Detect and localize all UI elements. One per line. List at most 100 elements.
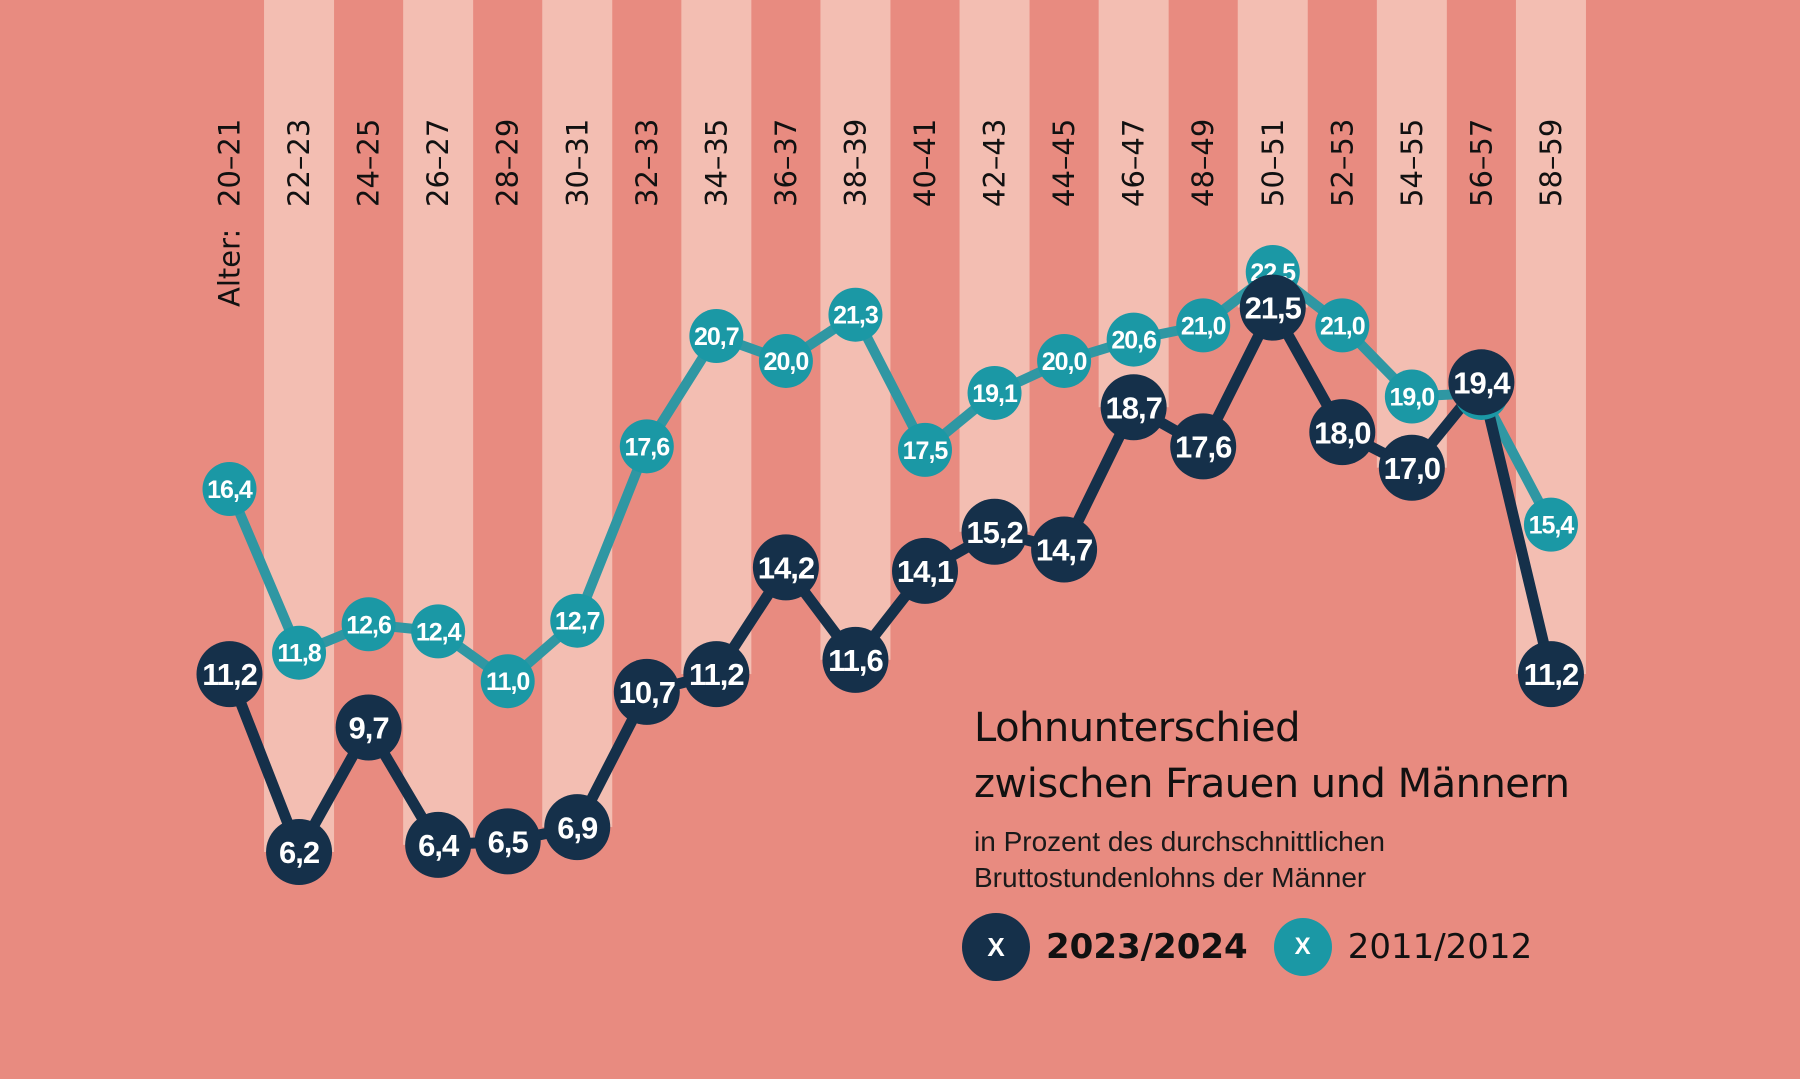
data-point-marker xyxy=(474,808,541,875)
data-point-2023-2024: 9,7 xyxy=(335,694,402,761)
data-label: 21,5 xyxy=(1245,291,1302,326)
data-label: 6,5 xyxy=(488,824,529,859)
data-label: 11,2 xyxy=(689,657,744,692)
data-label: 12,7 xyxy=(555,608,600,636)
data-label: 20,6 xyxy=(1111,327,1156,355)
legend: X 2023/2024 X 2011/2012 xyxy=(962,913,1558,981)
data-point-marker xyxy=(341,597,396,652)
category-label: 54–55 xyxy=(1395,119,1429,207)
category-label: 46–47 xyxy=(1117,119,1151,207)
data-point-2011-2012: 16,4 xyxy=(202,462,257,517)
data-label: 19,1 xyxy=(972,380,1018,408)
data-point-marker xyxy=(683,641,750,708)
chart-title-line-2: zwischen Frauen und Männern xyxy=(974,761,1570,807)
category-label: 56–57 xyxy=(1464,119,1498,207)
data-label: 19,0 xyxy=(1390,384,1435,412)
data-point-marker xyxy=(1378,434,1445,501)
data-point-marker xyxy=(752,534,819,601)
data-label: 20,0 xyxy=(764,348,809,376)
chart-subtitle-line-1: in Prozent des durchschnittlichen xyxy=(974,826,1385,857)
category-label: 20–21 xyxy=(213,119,247,207)
data-point-2011-2012: 20,7 xyxy=(689,309,744,364)
data-point-marker xyxy=(613,658,680,725)
category-label: 34–35 xyxy=(699,119,733,207)
data-point-marker xyxy=(1517,641,1584,708)
category-label: 28–29 xyxy=(491,119,525,207)
category-label: 32–33 xyxy=(630,119,664,207)
data-point-marker xyxy=(828,287,883,342)
data-point-marker xyxy=(822,626,889,693)
data-label: 11,0 xyxy=(486,668,529,696)
data-point-marker xyxy=(544,794,611,861)
data-label: 17,0 xyxy=(1384,451,1440,486)
category-label: 40–41 xyxy=(908,119,942,207)
category-label: 42–43 xyxy=(978,119,1012,207)
data-point-2011-2012: 11,8 xyxy=(272,625,327,680)
data-label: 15,2 xyxy=(966,515,1022,550)
category-label: 50–51 xyxy=(1256,119,1290,207)
chart-subtitle-line-2: Bruttostundenlohns der Männer xyxy=(974,862,1367,893)
data-label: 11,6 xyxy=(828,643,883,678)
data-point-marker xyxy=(1523,497,1578,552)
data-label: 17,5 xyxy=(903,437,949,465)
data-label: 20,0 xyxy=(1042,348,1087,376)
data-label: 14,7 xyxy=(1036,533,1092,568)
data-point-marker xyxy=(1239,274,1306,341)
data-point-marker xyxy=(202,462,257,517)
legend-marker-teal-icon: X xyxy=(1273,918,1332,976)
stripe xyxy=(264,0,335,852)
data-point-marker xyxy=(411,604,466,659)
data-point-marker xyxy=(1315,298,1370,353)
data-label: 12,4 xyxy=(416,618,462,646)
data-point-2011-2012: 17,5 xyxy=(898,422,952,477)
data-point-marker xyxy=(1170,413,1237,480)
data-point-2023-2024: 14,1 xyxy=(892,537,958,604)
stripe xyxy=(403,0,474,845)
category-label: 52–53 xyxy=(1325,119,1359,207)
stripe xyxy=(959,0,1030,532)
data-label: 9,7 xyxy=(349,711,389,746)
data-label: 17,6 xyxy=(1175,430,1232,465)
stripe xyxy=(542,0,613,828)
data-point-2023-2024: 6,2 xyxy=(266,819,333,885)
data-point-marker xyxy=(480,654,535,709)
category-label: 38–39 xyxy=(838,119,872,207)
data-point-marker xyxy=(619,419,674,474)
data-point-2011-2012: 19,1 xyxy=(967,365,1022,420)
data-label: 17,6 xyxy=(624,433,669,461)
data-point-2023-2024: 17,6 xyxy=(1170,413,1237,480)
series-points: 16,4 11,8 12,6 12,4 11,0 12,7 17,6 20,7 20,0 21,3… xyxy=(196,245,1584,885)
data-point-2011-2012: 21,0 xyxy=(1176,298,1231,353)
data-label: 12,6 xyxy=(346,611,391,639)
legend-item-2011-2012: X 2011/2012 xyxy=(1273,918,1533,976)
data-label: 11,2 xyxy=(1524,657,1579,692)
data-label: 19,4 xyxy=(1453,365,1511,400)
data-point-2023-2024: 10,7 xyxy=(613,658,680,725)
data-point-marker xyxy=(1100,374,1167,441)
data-point-2011-2012: 21,0 xyxy=(1315,298,1370,353)
data-point-2023-2024: 6,4 xyxy=(405,811,472,878)
category-label: 22–23 xyxy=(282,119,316,207)
data-point-2023-2024: 14,7 xyxy=(1031,516,1098,583)
data-point-marker xyxy=(1176,298,1231,353)
data-point-2023-2024: 17,0 xyxy=(1378,434,1445,501)
data-label: 20,7 xyxy=(694,323,739,351)
data-point-2023-2024: 21,5 xyxy=(1239,274,1306,341)
data-label: 11,8 xyxy=(277,640,321,668)
data-label: 11,2 xyxy=(202,657,257,692)
data-point-marker xyxy=(196,641,263,708)
data-label: 21,0 xyxy=(1320,312,1365,340)
data-point-2011-2012: 20,0 xyxy=(1037,333,1092,388)
data-point-2011-2012: 20,6 xyxy=(1106,312,1161,367)
data-label: 10,7 xyxy=(619,675,675,710)
data-point-marker xyxy=(1106,312,1161,367)
data-point-marker xyxy=(405,811,472,878)
legend-label: 2011/2012 xyxy=(1347,927,1533,967)
data-point-2023-2024: 14,2 xyxy=(752,534,819,601)
data-point-2023-2024: 6,5 xyxy=(474,808,541,875)
chart-title-line-1: Lohnunterschied xyxy=(974,705,1300,751)
data-point-marker xyxy=(689,309,744,364)
data-point-2023-2024: 11,6 xyxy=(822,626,889,693)
data-point-2011-2012: 21,3 xyxy=(828,287,883,342)
